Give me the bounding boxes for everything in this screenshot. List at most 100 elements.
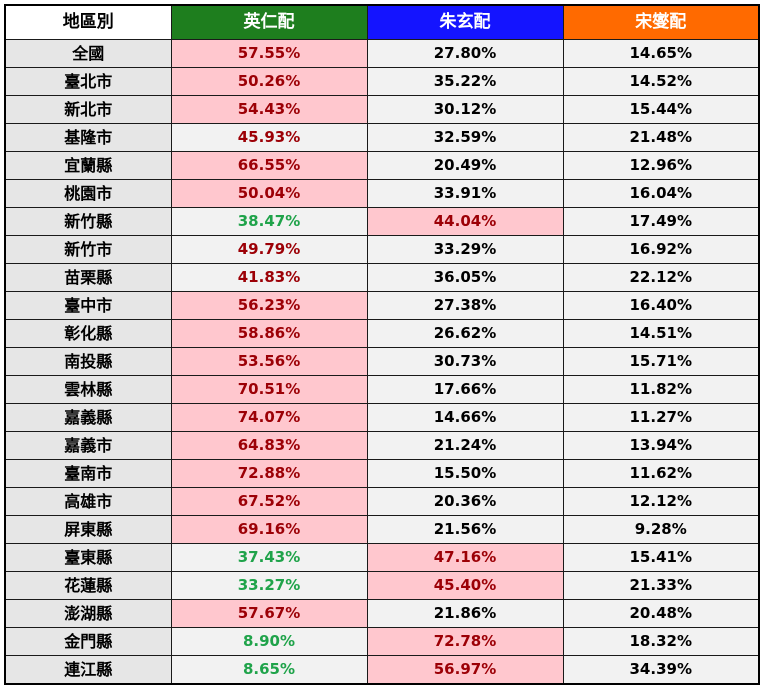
region-cell: 連江縣 xyxy=(4,655,172,685)
region-cell: 新竹市 xyxy=(4,235,172,264)
candidate-1-share-cell: 67.52% xyxy=(170,487,368,516)
candidate-1-share-cell: 57.67% xyxy=(170,599,368,628)
candidate-1-share-cell: 56.23% xyxy=(170,291,368,320)
candidate-2-share-cell: 47.16% xyxy=(366,543,564,572)
candidate-2-share-cell: 35.22% xyxy=(366,67,564,96)
candidate-2-share-cell: 36.05% xyxy=(366,263,564,292)
table-row: 彰化縣 58.86% 26.62% 14.51% xyxy=(4,319,760,348)
candidate-2-share-cell: 30.73% xyxy=(366,347,564,376)
candidate-2-share-cell: 33.91% xyxy=(366,179,564,208)
candidate-3-column-header: 宋燮配 xyxy=(562,4,760,40)
table-row: 苗栗縣 41.83% 36.05% 22.12% xyxy=(4,263,760,292)
candidate-2-share-cell: 72.78% xyxy=(366,627,564,656)
table-row: 桃園市 50.04% 33.91% 16.04% xyxy=(4,179,760,208)
candidate-1-share-cell: 45.93% xyxy=(170,123,368,152)
candidate-3-share-cell: 15.71% xyxy=(562,347,760,376)
region-cell: 雲林縣 xyxy=(4,375,172,404)
candidate-3-share-cell: 16.40% xyxy=(562,291,760,320)
region-cell: 彰化縣 xyxy=(4,319,172,348)
candidate-3-share-cell: 12.96% xyxy=(562,151,760,180)
table-row: 連江縣 8.65% 56.97% 34.39% xyxy=(4,655,760,685)
candidate-2-share-cell: 27.38% xyxy=(366,291,564,320)
region-cell: 臺中市 xyxy=(4,291,172,320)
candidate-3-share-cell: 9.28% xyxy=(562,515,760,544)
candidate-3-share-cell: 22.12% xyxy=(562,263,760,292)
candidate-1-share-cell: 66.55% xyxy=(170,151,368,180)
candidate-2-share-cell: 56.97% xyxy=(366,655,564,685)
candidate-1-share-cell: 50.26% xyxy=(170,67,368,96)
candidate-1-share-cell: 50.04% xyxy=(170,179,368,208)
candidate-3-share-cell: 18.32% xyxy=(562,627,760,656)
candidate-2-share-cell: 26.62% xyxy=(366,319,564,348)
candidate-3-share-cell: 21.48% xyxy=(562,123,760,152)
candidate-2-share-cell: 45.40% xyxy=(366,571,564,600)
candidate-2-share-cell: 44.04% xyxy=(366,207,564,236)
candidate-2-share-cell: 30.12% xyxy=(366,95,564,124)
region-cell: 高雄市 xyxy=(4,487,172,516)
candidate-1-share-cell: 38.47% xyxy=(170,207,368,236)
table-row: 新北市 54.43% 30.12% 15.44% xyxy=(4,95,760,124)
table-row: 花蓮縣 33.27% 45.40% 21.33% xyxy=(4,571,760,600)
candidate-1-share-cell: 58.86% xyxy=(170,319,368,348)
candidate-1-share-cell: 53.56% xyxy=(170,347,368,376)
table-row: 南投縣 53.56% 30.73% 15.71% xyxy=(4,347,760,376)
table-row: 嘉義市 64.83% 21.24% 13.94% xyxy=(4,431,760,460)
candidate-1-share-cell: 72.88% xyxy=(170,459,368,488)
candidate-2-share-cell: 17.66% xyxy=(366,375,564,404)
candidate-3-share-cell: 34.39% xyxy=(562,655,760,685)
table-row: 金門縣 8.90% 72.78% 18.32% xyxy=(4,627,760,656)
candidate-1-share-cell: 37.43% xyxy=(170,543,368,572)
candidate-1-share-cell: 57.55% xyxy=(170,39,368,68)
region-cell: 新竹縣 xyxy=(4,207,172,236)
candidate-1-column-header: 英仁配 xyxy=(170,4,368,40)
candidate-2-share-cell: 27.80% xyxy=(366,39,564,68)
region-cell: 澎湖縣 xyxy=(4,599,172,628)
table-row: 全國 57.55% 27.80% 14.65% xyxy=(4,39,760,68)
table-row: 高雄市 67.52% 20.36% 12.12% xyxy=(4,487,760,516)
table-row: 臺南市 72.88% 15.50% 11.62% xyxy=(4,459,760,488)
region-cell: 屏東縣 xyxy=(4,515,172,544)
region-cell: 全國 xyxy=(4,39,172,68)
table-row: 雲林縣 70.51% 17.66% 11.82% xyxy=(4,375,760,404)
candidate-2-share-cell: 33.29% xyxy=(366,235,564,264)
region-cell: 臺東縣 xyxy=(4,543,172,572)
candidate-2-share-cell: 15.50% xyxy=(366,459,564,488)
candidate-3-share-cell: 14.52% xyxy=(562,67,760,96)
candidate-2-share-cell: 14.66% xyxy=(366,403,564,432)
table-row: 臺東縣 37.43% 47.16% 15.41% xyxy=(4,543,760,572)
region-cell: 嘉義縣 xyxy=(4,403,172,432)
candidate-2-share-cell: 21.86% xyxy=(366,599,564,628)
table-row: 新竹縣 38.47% 44.04% 17.49% xyxy=(4,207,760,236)
candidate-3-share-cell: 11.82% xyxy=(562,375,760,404)
candidate-3-share-cell: 14.51% xyxy=(562,319,760,348)
candidate-2-share-cell: 21.24% xyxy=(366,431,564,460)
candidate-3-share-cell: 16.04% xyxy=(562,179,760,208)
candidate-3-share-cell: 16.92% xyxy=(562,235,760,264)
table-row: 臺中市 56.23% 27.38% 16.40% xyxy=(4,291,760,320)
candidate-3-share-cell: 13.94% xyxy=(562,431,760,460)
candidate-1-share-cell: 69.16% xyxy=(170,515,368,544)
candidate-1-share-cell: 49.79% xyxy=(170,235,368,264)
region-cell: 南投縣 xyxy=(4,347,172,376)
table-row: 宜蘭縣 66.55% 20.49% 12.96% xyxy=(4,151,760,180)
candidate-1-share-cell: 54.43% xyxy=(170,95,368,124)
region-cell: 臺北市 xyxy=(4,67,172,96)
candidate-3-share-cell: 15.44% xyxy=(562,95,760,124)
election-results-table: 地區別 英仁配 朱玄配 宋燮配 全國 57.55% 27.80% 14.65% 臺北市 5… xyxy=(4,4,760,685)
candidate-1-share-cell: 8.90% xyxy=(170,627,368,656)
region-cell: 新北市 xyxy=(4,95,172,124)
region-cell: 金門縣 xyxy=(4,627,172,656)
candidate-2-share-cell: 21.56% xyxy=(366,515,564,544)
table-row: 新竹市 49.79% 33.29% 16.92% xyxy=(4,235,760,264)
table-row: 屏東縣 69.16% 21.56% 9.28% xyxy=(4,515,760,544)
candidate-3-share-cell: 21.33% xyxy=(562,571,760,600)
table-row: 臺北市 50.26% 35.22% 14.52% xyxy=(4,67,760,96)
region-cell: 嘉義市 xyxy=(4,431,172,460)
region-cell: 苗栗縣 xyxy=(4,263,172,292)
region-column-header: 地區別 xyxy=(4,4,172,40)
candidate-3-share-cell: 15.41% xyxy=(562,543,760,572)
candidate-3-share-cell: 17.49% xyxy=(562,207,760,236)
candidate-3-share-cell: 11.27% xyxy=(562,403,760,432)
header-row: 地區別 英仁配 朱玄配 宋燮配 xyxy=(4,4,760,40)
candidate-1-share-cell: 74.07% xyxy=(170,403,368,432)
